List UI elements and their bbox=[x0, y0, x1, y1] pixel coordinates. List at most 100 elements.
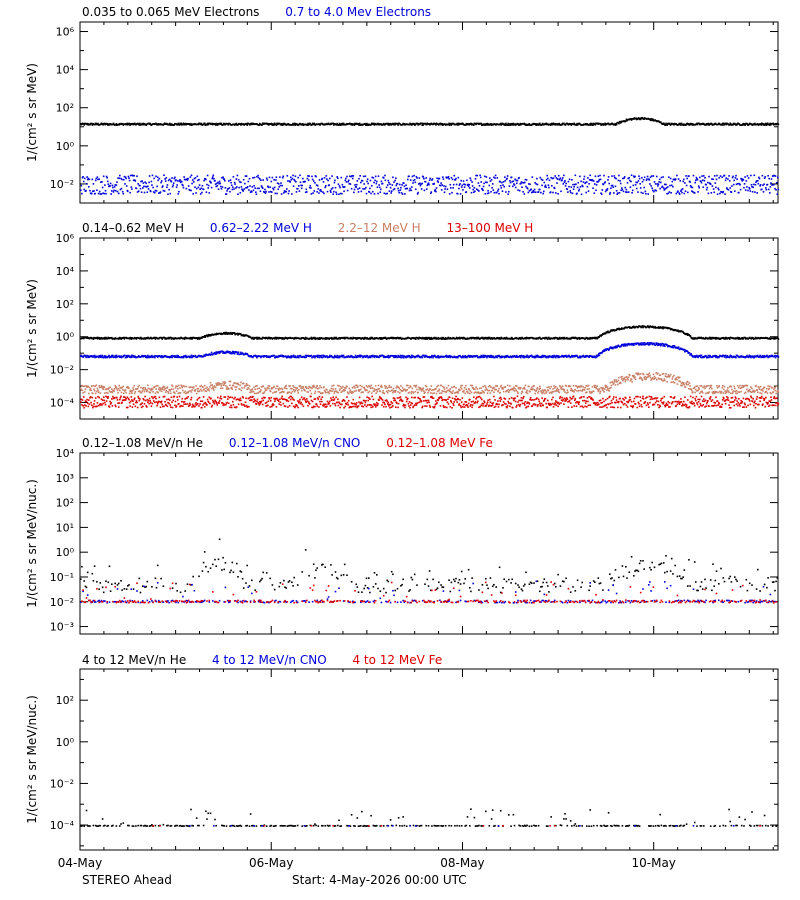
data-point bbox=[163, 190, 166, 192]
data-point bbox=[594, 123, 597, 126]
data-point bbox=[508, 190, 510, 193]
data-point bbox=[386, 356, 389, 358]
data-point bbox=[110, 356, 112, 358]
data-point bbox=[742, 179, 745, 181]
data-point bbox=[144, 181, 146, 183]
data-point bbox=[301, 123, 303, 126]
data-point bbox=[505, 356, 507, 358]
data-point bbox=[618, 192, 621, 194]
data-point bbox=[271, 176, 274, 179]
data-point bbox=[360, 181, 362, 184]
data-point bbox=[499, 337, 501, 339]
data-point bbox=[669, 124, 672, 126]
data-point bbox=[543, 356, 545, 358]
data-point bbox=[142, 187, 144, 189]
data-point bbox=[245, 175, 248, 177]
data-point bbox=[425, 188, 428, 190]
data-point bbox=[634, 175, 636, 178]
data-point bbox=[588, 356, 590, 359]
data-point bbox=[380, 180, 383, 183]
data-point bbox=[97, 122, 99, 125]
data-point bbox=[504, 180, 507, 182]
data-point bbox=[775, 181, 778, 184]
data-point bbox=[675, 123, 678, 125]
data-point bbox=[669, 184, 671, 187]
data-point bbox=[168, 178, 171, 181]
data-point bbox=[216, 124, 219, 126]
data-point bbox=[760, 124, 762, 126]
data-point bbox=[527, 191, 530, 194]
data-point bbox=[486, 336, 489, 339]
data-point bbox=[525, 179, 528, 181]
data-point bbox=[676, 191, 679, 193]
data-point bbox=[494, 356, 496, 359]
data-point bbox=[564, 124, 567, 126]
data-point bbox=[424, 354, 427, 357]
data-point bbox=[292, 174, 294, 177]
data-point bbox=[490, 179, 493, 181]
data-point bbox=[370, 355, 372, 358]
data-point bbox=[85, 356, 88, 359]
data-point bbox=[386, 184, 389, 186]
data-point bbox=[630, 119, 633, 121]
data-point bbox=[430, 356, 433, 359]
data-point bbox=[548, 179, 551, 182]
data-point bbox=[569, 191, 572, 194]
data-point bbox=[114, 184, 116, 186]
data-point bbox=[322, 354, 325, 357]
data-point bbox=[486, 356, 488, 359]
data-point bbox=[611, 346, 613, 349]
data-point bbox=[318, 338, 320, 340]
data-point bbox=[312, 123, 315, 126]
data-point bbox=[307, 122, 309, 125]
data-point bbox=[657, 326, 660, 328]
data-point bbox=[98, 337, 100, 339]
data-point bbox=[491, 187, 493, 189]
data-point bbox=[715, 178, 718, 181]
data-point bbox=[146, 355, 148, 358]
data-point bbox=[757, 182, 760, 185]
data-point bbox=[435, 336, 437, 339]
data-point bbox=[506, 354, 509, 357]
data-point bbox=[571, 192, 574, 195]
data-point bbox=[353, 188, 356, 191]
data-point bbox=[97, 178, 99, 181]
data-point bbox=[451, 178, 454, 181]
data-point bbox=[120, 337, 122, 339]
data-point bbox=[183, 176, 185, 178]
data-point bbox=[487, 355, 490, 357]
data-point bbox=[185, 336, 187, 339]
data-point bbox=[579, 355, 581, 357]
data-point bbox=[287, 356, 289, 359]
data-point bbox=[292, 354, 295, 357]
data-point bbox=[609, 193, 611, 195]
data-point bbox=[700, 180, 702, 183]
data-point bbox=[477, 189, 479, 191]
data-point bbox=[560, 190, 562, 193]
data-point bbox=[576, 338, 579, 340]
data-point bbox=[203, 354, 205, 356]
data-point bbox=[761, 122, 764, 125]
data-point bbox=[762, 191, 765, 193]
data-point bbox=[720, 191, 723, 193]
data-point bbox=[87, 356, 90, 359]
data-point bbox=[573, 122, 575, 125]
data-point bbox=[525, 356, 528, 358]
data-point bbox=[583, 337, 585, 339]
data-point bbox=[649, 118, 651, 121]
data-point bbox=[536, 183, 539, 186]
data-point bbox=[594, 183, 596, 185]
data-point bbox=[388, 356, 390, 359]
y-tick-label: 10⁰ bbox=[56, 140, 75, 153]
data-point bbox=[217, 188, 220, 190]
data-point bbox=[240, 186, 243, 188]
data-point bbox=[402, 355, 404, 357]
data-point bbox=[84, 177, 86, 180]
data-point bbox=[132, 123, 135, 126]
data-point bbox=[440, 182, 442, 184]
data-point bbox=[237, 352, 239, 354]
data-point bbox=[237, 351, 240, 353]
data-point bbox=[730, 191, 733, 193]
data-point bbox=[724, 336, 726, 339]
data-point bbox=[467, 355, 469, 358]
